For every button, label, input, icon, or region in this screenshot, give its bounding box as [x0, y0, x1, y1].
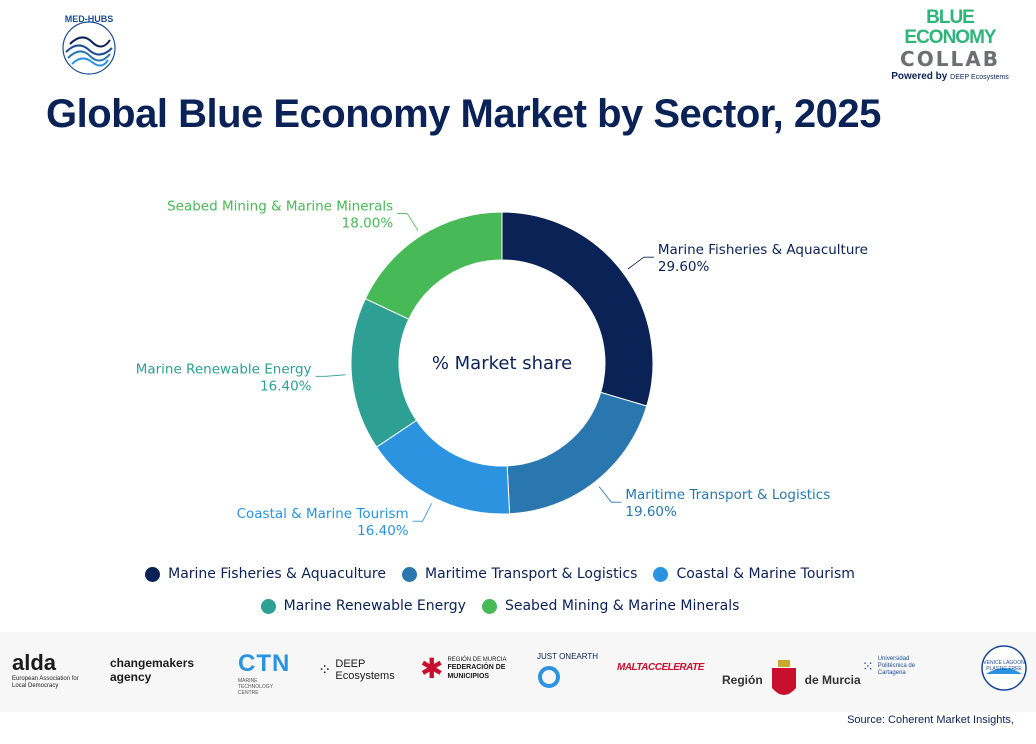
blue-economy-collab-logo: BLUE ECONOMY COLLAB Powered by DEEP Ecos… — [890, 8, 1010, 85]
slice-4 — [350, 298, 418, 448]
changemakers-logo: changemakers agency — [110, 656, 195, 684]
brand-powered: Powered by DEEP Ecosystems — [890, 70, 1010, 85]
legend-label-2: Maritime Transport & Logistics — [424, 566, 638, 582]
leader-line-5 — [397, 213, 419, 231]
upct-logo: ⁙ Universidad Politécnica de Cartagena — [862, 656, 916, 676]
upct-dots-icon: ⁙ — [862, 658, 874, 674]
legend-item-3: Coastal & Marine Tourism — [653, 566, 855, 582]
slice-label-2: Maritime Transport & Logistics — [625, 487, 830, 503]
legend-swatch-4 — [260, 598, 276, 614]
med-hubs-logo-text: MED-HUBS — [65, 14, 114, 24]
slice-3 — [375, 419, 511, 515]
ctn-logo: CTN MARINE TECHNOLOGY CENTRE — [238, 650, 291, 696]
legend-swatch-2 — [401, 566, 417, 582]
slice-value-label-1: 29.60% — [658, 259, 710, 275]
legend-item-1: Marine Fisheries & Aquaculture — [145, 566, 386, 582]
maltaccelerate-logo: MALTACCELERATE — [617, 662, 704, 673]
slice-value-label-3: 16.40% — [357, 523, 409, 539]
slice-5 — [364, 211, 503, 320]
slice-label-4: Marine Renewable Energy — [136, 361, 312, 377]
legend-label-5: Seabed Mining & Marine Minerals — [504, 598, 740, 614]
legend-label-3: Coastal & Marine Tourism — [676, 566, 855, 582]
legend-label-4: Marine Renewable Energy — [283, 598, 466, 614]
brand-powered-org: DEEP Ecosystems — [950, 74, 1009, 81]
leader-line-2 — [598, 486, 622, 503]
deep-dots-icon: ⁘ — [318, 662, 332, 679]
source-note: Source: Coherent Market Insights, — [847, 714, 1014, 726]
murcia-coat-of-arms-icon — [771, 660, 796, 695]
fmrm-logo: ✱ REGIÓN DE MURCIA FEDERACIÓN DE MUNICIP… — [420, 653, 507, 684]
legend-label-1: Marine Fisheries & Aquaculture — [168, 566, 386, 582]
slice-label-1: Marine Fisheries & Aquaculture — [658, 242, 868, 258]
brand-line2: COLLAB — [900, 47, 1000, 71]
slice-value-label-4: 16.40% — [260, 378, 312, 394]
deep-ecosystems-logo: ⁘ DEEP Ecosystems — [318, 658, 395, 682]
chart-legend: Marine Fisheries & Aquaculture Maritime T… — [0, 566, 1000, 614]
brand-powered-label: Powered by — [891, 71, 948, 82]
slice-1 — [501, 211, 654, 407]
slice-value-label-5: 18.00% — [342, 216, 394, 232]
chart-title: Global Blue Economy Market by Sector, 20… — [46, 92, 881, 136]
onearth-ring-icon — [538, 666, 560, 688]
leader-line-4 — [315, 374, 346, 377]
leader-line-3 — [412, 503, 432, 522]
partner-logos-strip: alda European Association for Local Demo… — [0, 632, 1036, 712]
legend-swatch-5 — [481, 598, 497, 614]
slice-label-5: Seabed Mining & Marine Minerals — [167, 199, 393, 215]
venice-lagoon-logo: VENICE LAGOON PLASTIC FREE — [978, 640, 1030, 701]
alda-logo: alda European Association for Local Demo… — [12, 650, 79, 689]
leader-line-1 — [627, 256, 654, 270]
legend-swatch-1 — [145, 566, 161, 582]
legend-swatch-3 — [653, 566, 669, 582]
just-onearth-logo: JUST ONEARTH — [537, 652, 607, 694]
slice-value-label-2: 19.60% — [625, 504, 677, 520]
legend-item-2: Maritime Transport & Logistics — [401, 566, 638, 582]
region-murcia-logo: Región de Murcia — [722, 658, 861, 702]
center-label: % Market share — [432, 353, 572, 374]
brand-line1: BLUE ECONOMY — [904, 7, 996, 48]
legend-item-4: Marine Renewable Energy — [260, 598, 466, 614]
med-hubs-logo: MED-HUBS — [62, 14, 116, 75]
legend-item-5: Seabed Mining & Marine Minerals — [481, 598, 740, 614]
slice-label-3: Coastal & Marine Tourism — [237, 506, 409, 522]
venice-lagoon-badge-icon — [981, 645, 1027, 691]
fmrm-star-icon: ✱ — [420, 653, 444, 684]
